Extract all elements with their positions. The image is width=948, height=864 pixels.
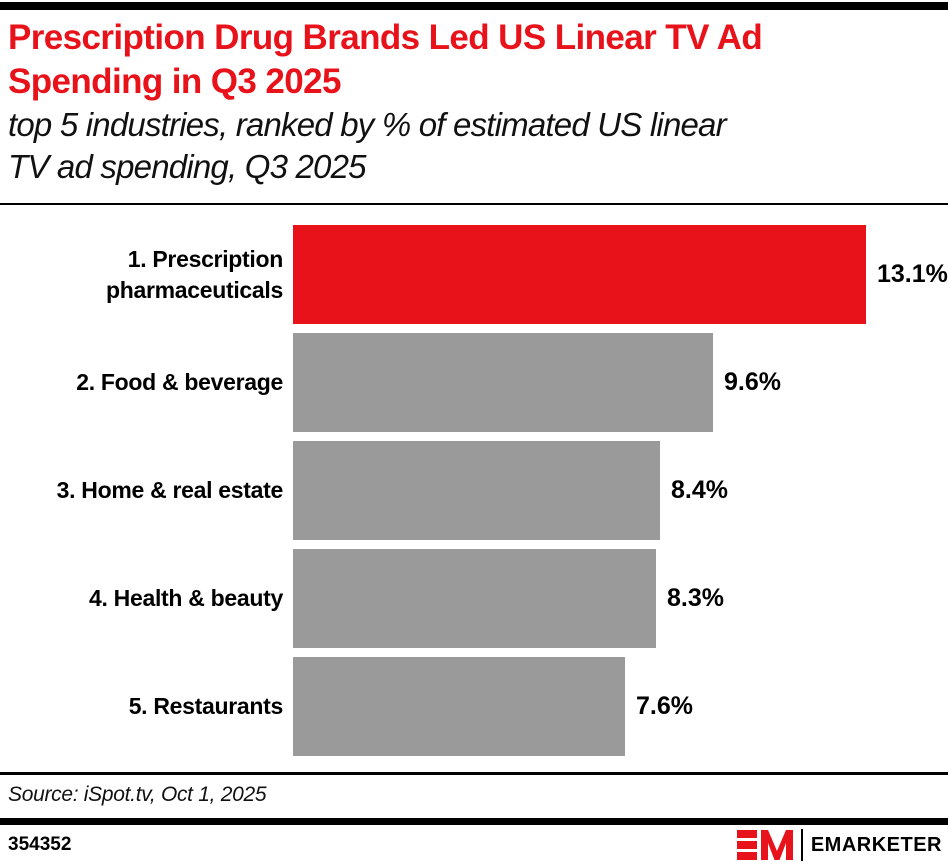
emarketer-logo-icon <box>736 830 793 860</box>
bar <box>293 657 625 756</box>
source-note: Source: iSpot.tv, Oct 1, 2025 <box>8 783 267 806</box>
category-label: 4. Health & beauty <box>89 585 283 611</box>
chart-row: 4. Health & beauty 8.3% <box>0 549 948 648</box>
header-divider-line <box>0 203 948 205</box>
chart-id: 354352 <box>8 834 72 855</box>
value-label: 8.4% <box>671 476 728 504</box>
bar <box>293 333 713 432</box>
brand-name: EMARKETER <box>810 833 942 856</box>
chart-subtitle-line-2: TV ad spending, Q3 2025 <box>8 148 367 185</box>
top-black-bar <box>0 2 948 10</box>
emarketer-logo: EMARKETER <box>736 829 942 861</box>
value-label: 13.1% <box>877 260 948 288</box>
value-label: 7.6% <box>636 692 693 720</box>
logo-divider <box>800 829 803 861</box>
category-label: 5. Restaurants <box>128 693 284 719</box>
category-label: 3. Home & real estate <box>56 477 284 503</box>
category-label: 1. Prescription pharmaceuticals <box>105 245 283 303</box>
bar <box>293 225 866 324</box>
chart-title-line-1: Prescription Drug Brands Led US Linear T… <box>8 18 763 57</box>
chart-row: 3. Home & real estate 8.4% <box>0 441 948 540</box>
value-label: 8.3% <box>667 584 724 612</box>
chart-subtitle-line-1: top 5 industries, ranked by % of estimat… <box>8 106 727 143</box>
category-label: 2. Food & beverage <box>76 369 283 395</box>
footer: 354352 EMARKETER <box>8 829 942 861</box>
footer-divider-line <box>0 818 948 825</box>
bar <box>293 441 660 540</box>
chart-header: Prescription Drug Brands Led US Linear T… <box>8 16 944 188</box>
chart-row: 5. Restaurants 7.6% <box>0 657 948 756</box>
source-divider-line <box>0 772 948 775</box>
value-label: 9.6% <box>724 368 781 396</box>
chart-title-line-2: Spending in Q3 2025 <box>8 62 341 101</box>
chart-row: 2. Food & beverage 9.6% <box>0 333 948 432</box>
bar-chart: 1. Prescription pharmaceuticals 13.1% 2.… <box>0 225 948 765</box>
chart-row: 1. Prescription pharmaceuticals 13.1% <box>0 225 948 324</box>
bar <box>293 549 656 648</box>
